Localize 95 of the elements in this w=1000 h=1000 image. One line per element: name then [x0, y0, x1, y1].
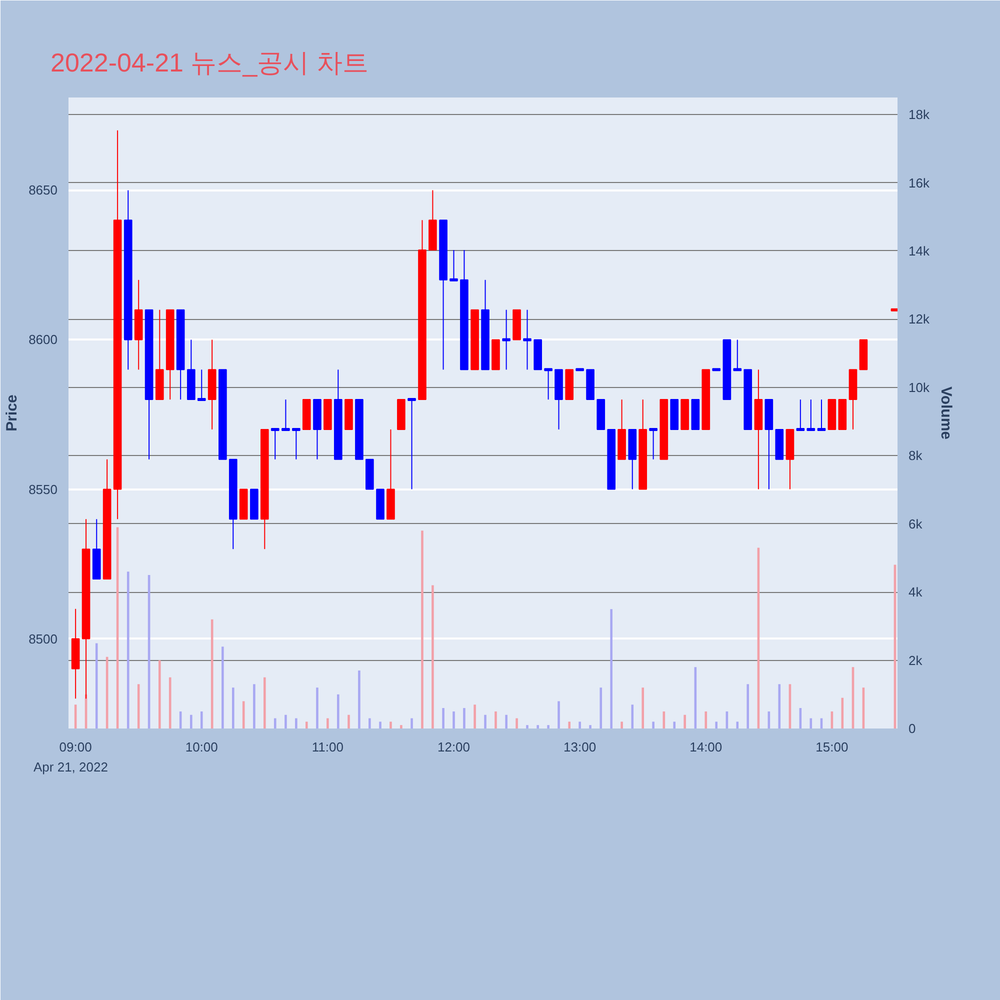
bar — [642, 688, 644, 728]
bar — [158, 660, 161, 728]
bar — [631, 704, 634, 728]
candlestick — [649, 428, 658, 460]
bar — [558, 701, 560, 728]
candlestick — [523, 309, 532, 370]
bar — [284, 714, 287, 728]
y-tick-label: 8500 — [28, 631, 58, 646]
bar — [673, 722, 676, 728]
y-axis-title: Price — [4, 394, 21, 432]
bar — [746, 684, 750, 728]
bar — [810, 718, 812, 728]
candlestick — [450, 250, 458, 282]
y-tick-label: 8600 — [28, 332, 58, 348]
bar — [348, 714, 350, 728]
bar — [778, 684, 781, 728]
candlestick — [796, 399, 805, 431]
y2-tick-label: 0 — [908, 721, 916, 736]
y2-axis-title: Volume — [937, 386, 954, 440]
bar — [390, 722, 392, 728]
candlestick — [806, 399, 816, 431]
bar — [400, 725, 402, 728]
y2-tick-label: 14k — [908, 243, 930, 258]
bar — [305, 722, 308, 728]
candlestick — [733, 339, 742, 372]
bar — [264, 677, 266, 728]
bar — [715, 722, 718, 728]
y2-tick-label: 18k — [908, 107, 930, 122]
bar — [589, 725, 592, 728]
candlestick — [817, 399, 826, 431]
bar — [242, 701, 245, 728]
bar — [484, 714, 486, 728]
bar — [526, 725, 528, 728]
bar — [652, 722, 654, 728]
candlestick — [502, 309, 510, 370]
bar — [684, 714, 686, 728]
bar — [168, 677, 172, 728]
bar — [368, 718, 371, 728]
bar — [442, 708, 444, 728]
text: Apr 21, 2022 — [34, 760, 108, 774]
candlestick — [292, 428, 300, 460]
bar — [704, 711, 708, 728]
bar — [358, 670, 360, 728]
candlestick — [270, 428, 280, 460]
bar — [421, 530, 424, 728]
bar — [95, 643, 98, 728]
candlestick — [544, 368, 552, 400]
x-tick-label: 15:00 — [816, 740, 848, 754]
y2-tick-label: 6k — [908, 516, 923, 532]
bar — [494, 711, 497, 728]
chart-title: 2022-04-21 뉴스_공시 차트 — [50, 48, 368, 78]
bar — [610, 609, 612, 728]
bar — [274, 718, 276, 728]
bar — [568, 722, 571, 728]
bar — [474, 704, 476, 728]
bar — [222, 646, 224, 728]
x-tick-label: 10:00 — [185, 740, 218, 754]
x-tick-label: 14:00 — [690, 740, 722, 754]
bar — [232, 688, 234, 728]
bar — [547, 725, 550, 728]
bar — [463, 708, 466, 728]
bar — [316, 688, 318, 728]
bar — [432, 585, 434, 728]
y-tick-label: 8550 — [28, 482, 58, 497]
bar — [190, 714, 192, 728]
y2-tick-label: 2k — [908, 652, 923, 668]
bar — [126, 572, 130, 728]
x-tick-label: 09:00 — [59, 740, 92, 754]
bar — [410, 718, 413, 728]
bar — [505, 714, 508, 728]
bar — [200, 711, 203, 728]
y2-tick-label: 16k — [908, 175, 930, 190]
bar — [253, 684, 256, 728]
candlestick — [282, 399, 290, 431]
y-tick-label: 8650 — [28, 182, 58, 198]
bar — [326, 718, 329, 728]
x-tick-label: 13:00 — [564, 740, 596, 754]
y2-tick-label: 12k — [908, 312, 930, 327]
bar — [578, 722, 581, 728]
bar — [736, 722, 739, 728]
bar — [452, 711, 455, 728]
y2-tick-label: 8k — [908, 448, 923, 464]
bar — [600, 688, 602, 728]
bar — [379, 722, 382, 728]
bar — [516, 718, 518, 728]
bar — [536, 725, 539, 728]
x-tick-label: 12:00 — [437, 740, 470, 754]
bar — [620, 722, 623, 728]
bar — [295, 718, 298, 728]
bar — [337, 694, 340, 728]
candlestick — [197, 369, 206, 402]
x-tick-label: 11:00 — [312, 740, 344, 754]
y2-tick-label: 10k — [908, 380, 930, 395]
candlestick — [408, 398, 416, 490]
y2-tick-label: 4k — [908, 584, 923, 600]
